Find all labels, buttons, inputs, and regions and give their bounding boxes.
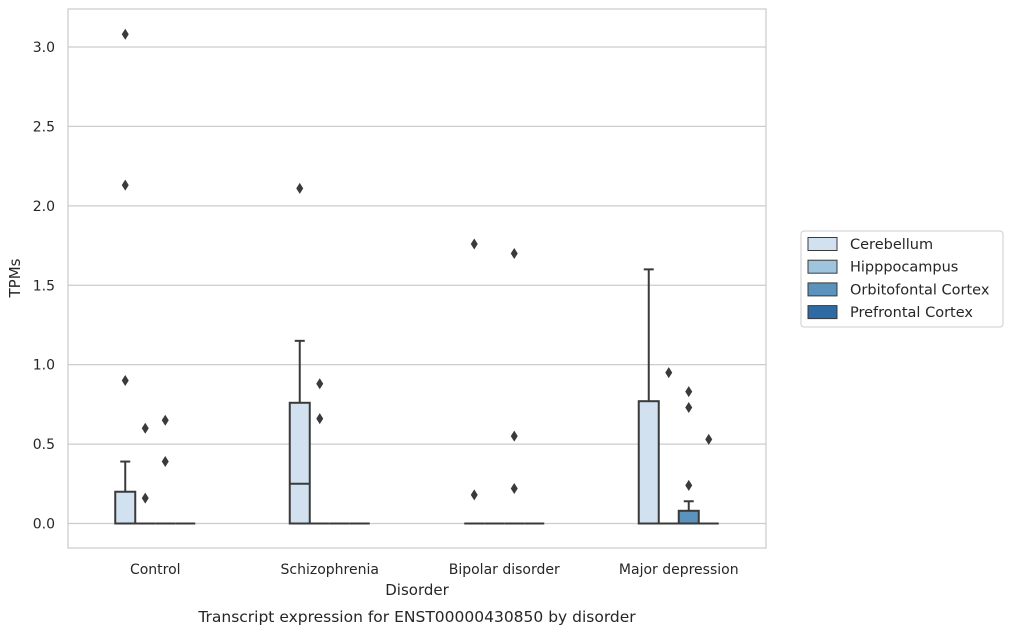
outlier-point	[121, 28, 129, 40]
outlier-point	[510, 247, 518, 259]
y-axis-ticks: 0.0 0.5 1.0 1.5 2.0 2.5 3.0	[33, 40, 55, 533]
x-axis-title: Disorder	[385, 581, 449, 599]
y-axis-title: TPMs	[6, 258, 24, 298]
outlier-point	[685, 386, 693, 398]
y-tick-label: 2.5	[33, 119, 55, 135]
outlier-point	[121, 179, 129, 191]
outlier-point	[470, 489, 478, 501]
box-0-2	[464, 238, 485, 525]
y-tick-label: 3.0	[33, 40, 55, 56]
box-1-0	[135, 422, 156, 525]
x-tick-label: Bipolar disorder	[449, 562, 560, 578]
x-tick-label: Major depression	[619, 562, 739, 578]
box-3-3	[698, 433, 719, 525]
y-tick-label: 0.0	[33, 517, 55, 533]
legend-label: Orbitofontal Cortex	[850, 282, 990, 298]
outlier-point	[121, 375, 129, 387]
outlier-point	[685, 479, 693, 491]
box-body	[637, 400, 660, 525]
legend-swatch	[807, 282, 838, 297]
y-tick-label: 0.5	[33, 437, 55, 453]
box-2-3	[677, 386, 700, 525]
box-0-3	[637, 268, 660, 525]
outlier-point	[141, 422, 149, 434]
outlier-point	[316, 378, 324, 390]
outlier-point	[665, 367, 673, 379]
chart-caption: Transcript expression for ENST0000043085…	[197, 608, 636, 626]
outlier-point	[510, 430, 518, 442]
legend-frame	[800, 230, 1004, 328]
outlier-point	[161, 456, 169, 468]
outlier-point	[705, 433, 713, 445]
x-axis-ticks: Control Schizophrenia Bipolar disorder Majo…	[130, 562, 739, 578]
y-tick-label: 2.0	[33, 199, 55, 215]
outlier-point	[296, 182, 304, 194]
box-2-0	[155, 414, 176, 525]
box-0-0	[114, 28, 137, 525]
x-tick-label: Control	[130, 562, 181, 578]
outlier-point	[316, 413, 324, 425]
box-body	[677, 509, 700, 525]
legend-swatch	[807, 237, 838, 251]
x-tick-label: Schizophrenia	[281, 562, 379, 578]
legend-label: Prefrontal Cortex	[850, 305, 973, 321]
legend-label: Hipppocampus	[850, 260, 958, 276]
outlier-point	[510, 483, 518, 495]
legend: Cerebellum Hipppocampus Orbitofontal Corte…	[800, 230, 1004, 328]
box-0-1	[288, 182, 311, 525]
legend-swatch	[807, 259, 838, 274]
legend-label: Cerebellum	[850, 237, 933, 253]
box-body	[288, 401, 311, 525]
plot-area-frame	[67, 8, 767, 549]
y-tick-label: 1.0	[33, 358, 55, 374]
box-2-2	[504, 247, 525, 525]
outlier-point	[141, 492, 149, 504]
outlier-point	[161, 414, 169, 426]
box-1-3	[658, 367, 679, 525]
box-body	[114, 490, 137, 525]
box-1-1	[309, 378, 330, 525]
box-plot-marks	[114, 28, 719, 525]
outlier-point	[685, 402, 693, 414]
y-tick-label: 1.5	[33, 278, 55, 294]
outlier-point	[470, 238, 478, 250]
legend-swatch	[807, 305, 838, 320]
